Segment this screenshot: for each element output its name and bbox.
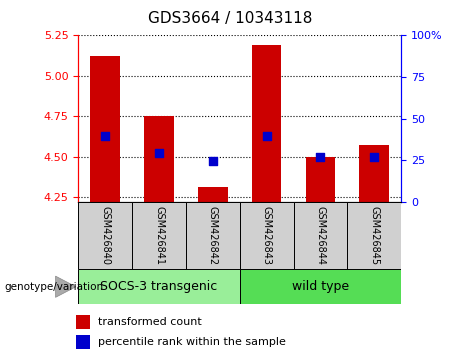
Bar (252, 45, 281, 202)
Bar (144, 116, 174, 202)
Bar (76, 335, 90, 348)
Point (155, 150, 163, 156)
Point (101, 133, 109, 138)
Bar (76, 315, 90, 329)
Bar (240, 202, 294, 269)
Bar (90, 56, 120, 202)
Text: GSM426845: GSM426845 (369, 206, 379, 265)
Text: GSM426841: GSM426841 (154, 206, 164, 265)
Point (209, 159, 217, 164)
Bar (360, 145, 389, 202)
Bar (306, 156, 335, 202)
Text: GSM426844: GSM426844 (315, 206, 325, 265)
Text: genotype/variation: genotype/variation (5, 282, 104, 292)
Text: SOCS-3 transgenic: SOCS-3 transgenic (100, 280, 218, 293)
Text: transformed count: transformed count (98, 317, 201, 327)
Bar (78, 269, 240, 304)
Bar (240, 269, 401, 304)
Point (371, 154, 378, 159)
Bar (186, 202, 240, 269)
Polygon shape (56, 276, 76, 297)
Point (263, 133, 270, 138)
Bar (78, 202, 132, 269)
Bar (347, 202, 401, 269)
Bar (132, 202, 186, 269)
Text: percentile rank within the sample: percentile rank within the sample (98, 337, 286, 347)
Text: GDS3664 / 10343118: GDS3664 / 10343118 (148, 11, 313, 25)
Text: GSM426843: GSM426843 (261, 206, 272, 265)
Bar (294, 202, 347, 269)
Text: GSM426842: GSM426842 (208, 206, 218, 265)
Text: wild type: wild type (292, 280, 349, 293)
Point (317, 154, 324, 159)
Text: GSM426840: GSM426840 (100, 206, 110, 265)
Bar (198, 187, 228, 202)
